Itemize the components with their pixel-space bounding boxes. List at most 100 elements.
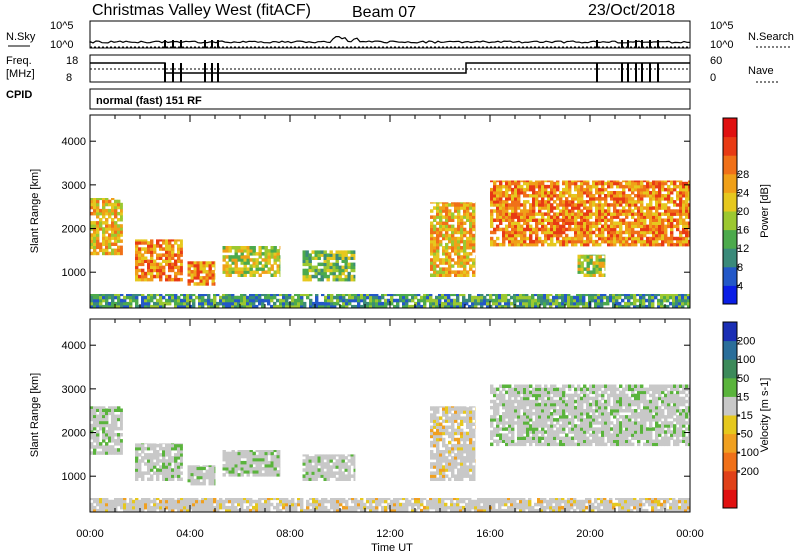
power-cell: [135, 241, 138, 245]
power-cell: [144, 275, 147, 279]
power-cell: [571, 200, 574, 204]
power-cell: [565, 219, 568, 223]
velocity-cell: [463, 438, 466, 442]
power-cell: [508, 243, 511, 247]
power-cell: [477, 294, 480, 296]
velocity-cell: [583, 412, 586, 416]
velocity-cell: [472, 450, 475, 454]
velocity-cell: [200, 482, 203, 486]
power-cell: [628, 212, 631, 216]
power-cell: [523, 240, 526, 244]
velocity-cell: [625, 437, 628, 441]
velocity-cell: [538, 421, 541, 425]
power-cell: [646, 215, 649, 219]
velocity-cell: [206, 465, 209, 467]
power-cell: [682, 225, 685, 229]
power-cell: [339, 269, 342, 273]
power-cell: [565, 222, 568, 226]
velocity-cell: [574, 415, 577, 419]
velocity-cell: [568, 403, 571, 407]
velocity-cell: [559, 388, 562, 392]
power-cell: [430, 234, 433, 238]
velocity-cell: [559, 415, 562, 419]
power-cell: [561, 299, 564, 303]
power-cell: [607, 185, 610, 189]
power-cell: [333, 263, 336, 267]
velocity-cell: [171, 447, 174, 451]
power-cell: [664, 234, 667, 238]
velocity-cell: [598, 430, 601, 434]
power-cell: [657, 294, 660, 296]
power-cell: [599, 255, 602, 259]
power-cell: [634, 237, 637, 241]
power-cell: [577, 200, 580, 204]
velocity-cell: [165, 468, 168, 472]
velocity-cell: [580, 403, 583, 407]
velocity-cell: [439, 435, 442, 439]
power-cell: [685, 237, 688, 241]
power-cell: [604, 222, 607, 226]
velocity-cell: [508, 421, 511, 425]
power-cell: [135, 299, 138, 303]
power-cell: [682, 231, 685, 235]
power-cell: [457, 231, 460, 235]
velocity-cell: [342, 478, 345, 482]
power-cell: [369, 299, 372, 303]
power-cell: [262, 252, 265, 256]
velocity-cell: [622, 418, 625, 422]
power-cell: [117, 252, 120, 256]
power-cell: [309, 257, 312, 261]
power-cell: [631, 237, 634, 241]
velocity-cell: [595, 427, 598, 431]
velocity-cell: [439, 471, 442, 475]
power-cell: [463, 255, 466, 259]
velocity-cell: [535, 440, 538, 444]
power-cell: [177, 250, 180, 254]
velocity-cell: [493, 430, 496, 434]
power-cell: [469, 206, 472, 210]
power-cell: [568, 181, 571, 183]
power-cell: [616, 240, 619, 244]
power-cell: [685, 243, 688, 247]
velocity-cell: [354, 456, 356, 460]
power-cell: [203, 279, 206, 283]
velocity-cell: [577, 400, 580, 404]
power-cell: [553, 194, 556, 198]
power-cell: [637, 237, 640, 241]
power-cell: [174, 278, 177, 282]
power-cell: [277, 270, 280, 274]
power-cell: [550, 228, 553, 232]
velocity-cell: [333, 474, 336, 478]
power-cell: [174, 253, 177, 257]
velocity-cell: [547, 430, 550, 434]
velocity-cell: [520, 440, 523, 444]
power-cell: [504, 296, 507, 300]
power-cell: [306, 269, 309, 273]
velocity-cell: [520, 385, 523, 389]
power-cell: [649, 219, 652, 223]
power-cell: [562, 225, 565, 229]
velocity-cell: [463, 447, 466, 451]
power-cell: [578, 255, 581, 259]
power-cell: [493, 188, 496, 192]
velocity-cell: [436, 441, 439, 445]
power-cell: [378, 299, 381, 303]
power-cell: [423, 294, 426, 296]
power-cell: [445, 234, 448, 238]
power-cell: [549, 299, 552, 303]
power-cell: [147, 302, 150, 306]
power-cell: [312, 266, 315, 270]
power-cell: [559, 200, 562, 204]
power-cell: [93, 249, 96, 253]
power-cell: [469, 246, 472, 250]
power-cell: [529, 209, 532, 213]
velocity-cell: [529, 427, 532, 431]
velocity-cell: [108, 427, 111, 431]
power-cell: [495, 296, 498, 300]
power-cell: [93, 302, 96, 306]
power-cell: [117, 206, 120, 210]
power-cell: [280, 274, 281, 278]
velocity-cell: [541, 412, 544, 416]
power-cell: [408, 299, 411, 303]
velocity-cell: [318, 468, 321, 472]
